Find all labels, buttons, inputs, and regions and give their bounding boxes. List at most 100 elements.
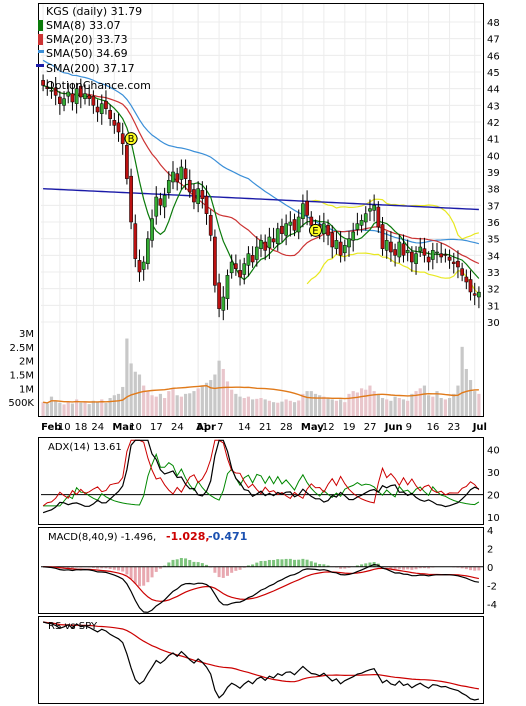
adx-tick-label: 10 — [487, 513, 500, 524]
candle-body — [49, 90, 54, 92]
candle-body — [418, 246, 423, 252]
volume-bar — [406, 400, 410, 416]
volume-bar — [355, 392, 359, 416]
macd-histogram-bar — [221, 566, 225, 578]
volume-bar — [255, 398, 259, 416]
candle-body — [95, 106, 100, 113]
volume-bar — [192, 391, 196, 416]
volume-bar — [414, 391, 418, 416]
volume-bar — [318, 395, 322, 416]
macd-histogram-bar — [184, 558, 188, 567]
volume-bar — [418, 388, 422, 416]
volume-bar — [280, 401, 284, 416]
macd-histogram-bar — [368, 562, 372, 567]
macd-histogram-bar — [238, 566, 242, 570]
candle-body — [183, 168, 188, 179]
candle-body — [141, 261, 146, 270]
volume-bar — [62, 404, 66, 416]
candle-body — [129, 175, 133, 223]
date-tick-label: 10 — [58, 422, 71, 433]
volume-bar — [230, 389, 234, 416]
price-tick-label: 31 — [487, 301, 500, 312]
volume-bar — [313, 393, 318, 416]
candle-body — [359, 220, 364, 226]
macd-label-group: MACD(8,40,9) -1.496, -1.028, -0.471 — [48, 530, 247, 543]
date-tick-label: 23 — [448, 422, 461, 433]
candle-body — [280, 225, 284, 234]
price-tick-label: 43 — [487, 101, 500, 112]
date-tick-label: Jun — [384, 422, 403, 433]
volume-bar — [460, 346, 464, 416]
volume-bar — [95, 401, 100, 416]
candle-body — [217, 282, 221, 309]
macd-histogram-bar — [276, 559, 280, 567]
date-tick-label: 27 — [364, 422, 377, 433]
volume-bar — [183, 393, 188, 416]
candlesticks: BE — [41, 74, 481, 321]
volume-bar — [464, 368, 468, 416]
candle-body — [309, 216, 314, 226]
volume-bar — [58, 402, 62, 416]
candle-body — [267, 236, 272, 249]
candle-body — [246, 253, 251, 266]
date-tick-label: 24 — [171, 422, 184, 433]
candle-body — [410, 251, 414, 263]
candle-body — [158, 198, 163, 206]
axis-labels: 3031323334353637383940414243444546474850… — [8, 18, 499, 611]
candle-body — [104, 100, 108, 109]
macd-histogram-bar — [460, 566, 464, 569]
candle-body — [187, 180, 192, 193]
volume-bar — [309, 391, 313, 416]
volume-bar — [376, 393, 380, 416]
macd-histogram-bar — [267, 559, 271, 567]
candle-body — [125, 145, 129, 179]
date-tick-label: 9 — [406, 422, 412, 433]
macd-histogram-bar — [414, 566, 418, 570]
volume-bar — [154, 396, 158, 416]
candle-body — [154, 196, 159, 217]
candle-body — [397, 241, 402, 258]
watermark: OptionChance.com — [46, 79, 151, 92]
volume-bar — [456, 385, 460, 416]
macd-histogram-bar — [309, 561, 313, 567]
volume-bar — [163, 398, 167, 416]
macd-histogram-bar — [104, 566, 108, 569]
candle-body — [146, 238, 150, 264]
candle-body — [45, 86, 50, 89]
volume-bar — [242, 398, 246, 416]
volume-bar — [288, 400, 292, 416]
candle-body — [372, 205, 376, 211]
macd-histogram-bar — [96, 566, 100, 569]
candle-body — [179, 166, 184, 180]
price-tick-label: 48 — [487, 18, 500, 29]
candle-body — [456, 260, 460, 268]
date-tick-label: Mar — [112, 422, 134, 433]
candle-body — [401, 243, 406, 256]
candle-body — [464, 276, 469, 283]
candle-body — [376, 206, 381, 228]
volume-bar — [359, 388, 364, 416]
volume-bar — [380, 398, 385, 416]
candle-body — [414, 253, 418, 264]
macd-histogram-bar — [91, 566, 95, 568]
candle-body — [259, 240, 263, 249]
volume-bar — [267, 400, 271, 416]
volume-bar — [225, 381, 230, 416]
candle-body — [296, 216, 301, 233]
candle-body — [192, 189, 196, 203]
macd-tick-label: 0 — [487, 563, 493, 574]
price-tick-label: 34 — [487, 251, 500, 262]
price-tick-label: 41 — [487, 135, 500, 146]
volume-bar — [276, 402, 280, 416]
macd-histogram-bar — [422, 566, 426, 569]
candle-body — [87, 95, 92, 99]
rs-panel-frame — [38, 616, 484, 704]
date-tick-label: 18 — [75, 422, 88, 433]
macd-tick-label: -4 — [487, 600, 497, 611]
volume-bar — [263, 399, 267, 416]
candle-body — [439, 253, 444, 258]
date-tick-label: 10 — [129, 422, 142, 433]
volume-bar — [259, 398, 263, 416]
price-tick-label: 47 — [487, 35, 500, 46]
macd-tick-label: 4 — [487, 526, 493, 537]
